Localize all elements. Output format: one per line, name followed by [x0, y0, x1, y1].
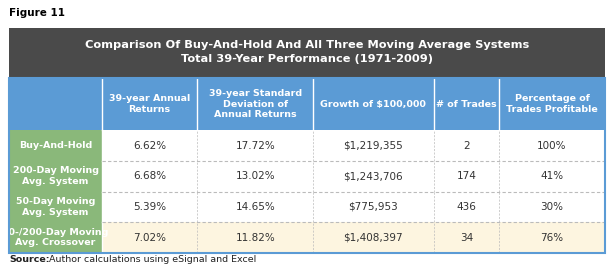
Text: $1,243,706: $1,243,706	[343, 171, 403, 181]
Text: Figure 11: Figure 11	[9, 8, 65, 18]
Text: Percentage of
Trades Profitable: Percentage of Trades Profitable	[506, 94, 598, 114]
Text: $775,953: $775,953	[348, 202, 398, 212]
FancyBboxPatch shape	[102, 130, 197, 161]
Text: 41%: 41%	[540, 171, 564, 181]
FancyBboxPatch shape	[197, 130, 313, 161]
FancyBboxPatch shape	[9, 130, 102, 161]
Text: $1,219,355: $1,219,355	[343, 141, 403, 151]
Text: Buy-And-Hold: Buy-And-Hold	[19, 141, 92, 150]
Text: 39-year Annual
Returns: 39-year Annual Returns	[109, 94, 190, 114]
Text: 34: 34	[460, 233, 473, 243]
FancyBboxPatch shape	[313, 161, 433, 192]
FancyBboxPatch shape	[499, 222, 605, 253]
FancyBboxPatch shape	[197, 222, 313, 253]
Text: 13.02%: 13.02%	[236, 171, 275, 181]
FancyBboxPatch shape	[102, 222, 197, 253]
FancyBboxPatch shape	[9, 28, 605, 77]
FancyBboxPatch shape	[9, 222, 102, 253]
FancyBboxPatch shape	[102, 192, 197, 222]
Text: $1,408,397: $1,408,397	[343, 233, 403, 243]
FancyBboxPatch shape	[433, 192, 499, 222]
Text: Growth of $100,000: Growth of $100,000	[321, 100, 427, 109]
Text: 6.62%: 6.62%	[133, 141, 166, 151]
Text: 5.39%: 5.39%	[133, 202, 166, 212]
Text: 76%: 76%	[540, 233, 564, 243]
Text: 11.82%: 11.82%	[236, 233, 275, 243]
FancyBboxPatch shape	[499, 161, 605, 192]
Text: 436: 436	[457, 202, 476, 212]
Text: 30%: 30%	[540, 202, 564, 212]
Text: Comparison Of Buy-And-Hold And All Three Moving Average Systems: Comparison Of Buy-And-Hold And All Three…	[85, 40, 529, 50]
FancyBboxPatch shape	[433, 78, 499, 130]
Text: 50-/200-Day Moving
Avg. Crossover: 50-/200-Day Moving Avg. Crossover	[2, 228, 109, 247]
FancyBboxPatch shape	[499, 192, 605, 222]
FancyBboxPatch shape	[102, 161, 197, 192]
FancyBboxPatch shape	[313, 222, 433, 253]
Text: Source:: Source:	[9, 255, 50, 264]
FancyBboxPatch shape	[9, 78, 102, 130]
FancyBboxPatch shape	[499, 78, 605, 130]
FancyBboxPatch shape	[197, 192, 313, 222]
FancyBboxPatch shape	[197, 161, 313, 192]
FancyBboxPatch shape	[197, 78, 313, 130]
Text: 6.68%: 6.68%	[133, 171, 166, 181]
FancyBboxPatch shape	[9, 161, 102, 192]
Text: 14.65%: 14.65%	[236, 202, 275, 212]
Text: 2: 2	[463, 141, 470, 151]
Text: 7.02%: 7.02%	[133, 233, 166, 243]
FancyBboxPatch shape	[102, 78, 197, 130]
Text: 50-Day Moving
Avg. System: 50-Day Moving Avg. System	[16, 197, 95, 217]
Text: # of Trades: # of Trades	[436, 100, 497, 109]
Text: 100%: 100%	[537, 141, 567, 151]
Text: 39-year Standard
Deviation of
Annual Returns: 39-year Standard Deviation of Annual Ret…	[209, 89, 302, 119]
FancyBboxPatch shape	[9, 192, 102, 222]
FancyBboxPatch shape	[433, 130, 499, 161]
Text: Total 39-Year Performance (1971-2009): Total 39-Year Performance (1971-2009)	[181, 54, 433, 64]
FancyBboxPatch shape	[313, 192, 433, 222]
FancyBboxPatch shape	[313, 78, 433, 130]
Text: 174: 174	[457, 171, 476, 181]
FancyBboxPatch shape	[433, 222, 499, 253]
Text: 200-Day Moving
Avg. System: 200-Day Moving Avg. System	[13, 167, 99, 186]
FancyBboxPatch shape	[433, 161, 499, 192]
Text: Author calculations using eSignal and Excel: Author calculations using eSignal and Ex…	[43, 255, 256, 264]
Text: 17.72%: 17.72%	[236, 141, 275, 151]
FancyBboxPatch shape	[313, 130, 433, 161]
FancyBboxPatch shape	[499, 130, 605, 161]
